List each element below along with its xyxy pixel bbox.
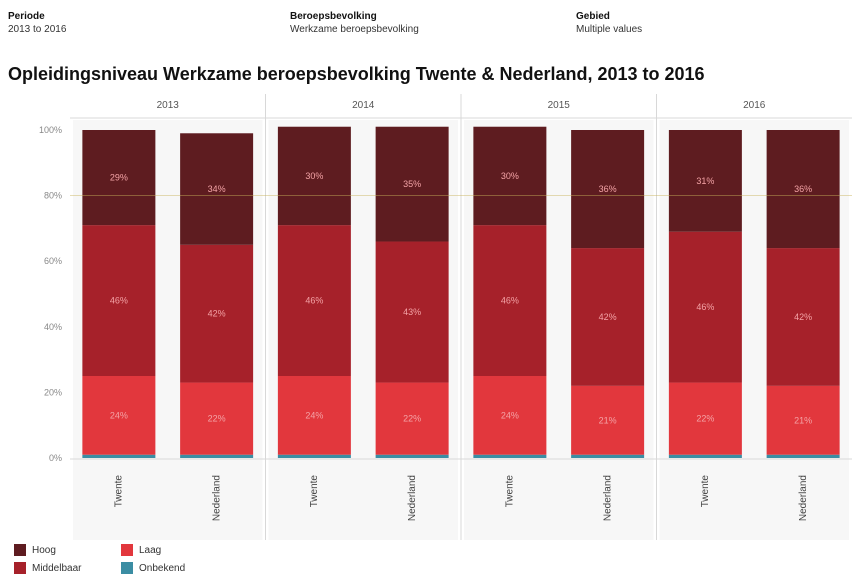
- filter-periode-label: Periode: [8, 11, 45, 22]
- group-header-2013: 2013: [157, 100, 180, 111]
- bar-onbekend-2013-nederland: [180, 454, 254, 458]
- filter-gebied-value[interactable]: Multiple values: [576, 24, 643, 35]
- x-tick-label: Twente: [114, 475, 125, 508]
- group-header-2016: 2016: [743, 100, 766, 111]
- bar-hoog-2015-nederland: [571, 130, 645, 249]
- x-tick-label: Nederland: [211, 475, 222, 521]
- bar-onbekend-2013-twente: [82, 454, 156, 458]
- data-label: 22%: [403, 414, 421, 424]
- legend-item-middelbaar[interactable]: Middelbaar: [14, 559, 81, 577]
- data-label: 46%: [305, 296, 323, 306]
- y-tick-label: 60%: [44, 256, 62, 266]
- y-tick-label: 40%: [44, 322, 62, 332]
- data-label: 42%: [599, 312, 617, 322]
- stacked-bar-chart: 2013 2014 2015 2016 0% 20% 40% 60% 80% 100% 24% 46%…: [39, 94, 852, 540]
- bar-middelbaar-2013-twente: [82, 225, 156, 376]
- bar-onbekend-2016-twente: [668, 454, 742, 458]
- legend-label-laag: Laag: [139, 544, 162, 556]
- legend-label-middelbaar: Middelbaar: [32, 562, 82, 574]
- filter-gebied[interactable]: Gebied Multiple values: [576, 10, 642, 36]
- data-label: 30%: [501, 171, 519, 181]
- x-tick-label: Twente: [700, 475, 711, 508]
- bar-laag-2015-nederland: [571, 385, 645, 455]
- filter-periode[interactable]: Periode 2013 to 2016: [8, 10, 66, 36]
- bar-onbekend-2016-nederland: [766, 454, 840, 458]
- bar-middelbaar-2014-twente: [277, 225, 351, 376]
- bar-hoog-2016-twente: [668, 130, 742, 232]
- y-tick-label: 0%: [49, 453, 62, 463]
- legend-item-laag[interactable]: Laag: [121, 541, 185, 559]
- bar-onbekend-2014-nederland: [375, 454, 449, 458]
- filter-gebied-label: Gebied: [576, 11, 610, 22]
- data-label: 30%: [305, 171, 323, 181]
- legend-label-hoog: Hoog: [32, 544, 56, 556]
- y-tick-label: 100%: [39, 125, 62, 135]
- bar-onbekend-2015-nederland: [571, 454, 645, 458]
- bar-hoog-2013-twente: [82, 130, 156, 226]
- x-tick-label: Twente: [309, 475, 320, 508]
- y-tick-label: 80%: [44, 191, 62, 201]
- bar-laag-2013-twente: [82, 376, 156, 455]
- data-label: 24%: [110, 410, 128, 420]
- data-label: 46%: [110, 296, 128, 306]
- bar-onbekend-2015-twente: [473, 454, 547, 458]
- data-label: 22%: [696, 414, 714, 424]
- chart-title: Opleidingsniveau Werkzame beroepsbevolki…: [8, 64, 705, 84]
- group-header-2014: 2014: [352, 100, 375, 111]
- bar-hoog-2015-twente: [473, 126, 547, 226]
- legend-swatch-laag: [121, 544, 133, 556]
- bar-middelbaar-2013-nederland: [180, 244, 254, 383]
- data-label: 22%: [208, 414, 226, 424]
- legend-item-hoog[interactable]: Hoog: [14, 541, 81, 559]
- bar-hoog-2014-nederland: [375, 126, 449, 242]
- data-label: 24%: [305, 410, 323, 420]
- legend-column-2: Laag Onbekend: [121, 541, 185, 577]
- legend-column-1: Hoog Middelbaar: [14, 541, 81, 577]
- legend-swatch-hoog: [14, 544, 26, 556]
- data-label: 36%: [599, 184, 617, 194]
- data-label: 36%: [794, 184, 812, 194]
- group-header-2015: 2015: [548, 100, 571, 111]
- legend-item-onbekend[interactable]: Onbekend: [121, 559, 185, 577]
- bar-laag-2015-twente: [473, 376, 547, 455]
- x-tick-label: Nederland: [602, 475, 613, 521]
- bar-middelbaar-2016-twente: [668, 231, 742, 383]
- legend-swatch-onbekend: [121, 562, 133, 574]
- data-label: 21%: [794, 415, 812, 425]
- legend-swatch-middelbaar: [14, 562, 26, 574]
- x-tick-label: Twente: [505, 475, 516, 508]
- y-tick-label: 20%: [44, 387, 62, 397]
- bar-middelbaar-2015-nederland: [571, 248, 645, 386]
- data-label: 42%: [208, 309, 226, 319]
- bar-middelbaar-2014-nederland: [375, 241, 449, 383]
- bar-middelbaar-2016-nederland: [766, 248, 840, 386]
- data-label: 42%: [794, 312, 812, 322]
- data-label: 35%: [403, 179, 421, 189]
- x-tick-label: Nederland: [798, 475, 809, 521]
- data-label: 21%: [599, 415, 617, 425]
- data-label: 46%: [501, 296, 519, 306]
- bar-onbekend-2014-twente: [277, 454, 351, 458]
- filter-beroepsbevolking-value[interactable]: Werkzame beroepsbevolking: [290, 24, 419, 35]
- filter-beroepsbevolking-label: Beroepsbevolking: [290, 11, 377, 22]
- data-label: 46%: [696, 302, 714, 312]
- data-label: 34%: [208, 184, 226, 194]
- data-label: 29%: [110, 173, 128, 183]
- bar-hoog-2013-nederland: [180, 133, 254, 245]
- filter-beroepsbevolking[interactable]: Beroepsbevolking Werkzame beroepsbevolki…: [290, 10, 419, 36]
- bar-laag-2016-nederland: [766, 385, 840, 455]
- bar-laag-2016-twente: [668, 382, 742, 455]
- bar-laag-2013-nederland: [180, 382, 254, 455]
- data-label: 31%: [696, 176, 714, 186]
- x-tick-label: Nederland: [407, 475, 418, 521]
- bar-laag-2014-nederland: [375, 382, 449, 455]
- data-label: 43%: [403, 307, 421, 317]
- bar-middelbaar-2015-twente: [473, 225, 547, 376]
- bar-hoog-2014-twente: [277, 126, 351, 226]
- bar-hoog-2016-nederland: [766, 130, 840, 249]
- filter-periode-value[interactable]: 2013 to 2016: [8, 24, 67, 35]
- legend-label-onbekend: Onbekend: [139, 562, 186, 574]
- data-label: 24%: [501, 410, 519, 420]
- bar-laag-2014-twente: [277, 376, 351, 455]
